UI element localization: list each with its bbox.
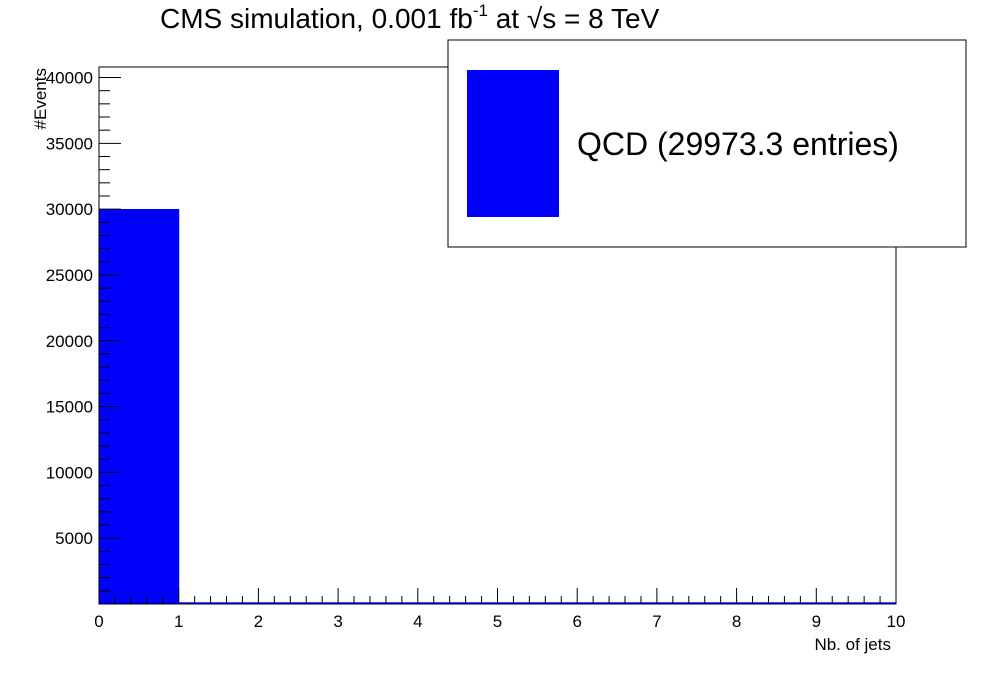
x-tick-label: 1	[174, 612, 183, 631]
x-tick-label: 5	[493, 612, 502, 631]
y-tick-label: 25000	[46, 266, 93, 285]
legend-entry-qcd: QCD (29973.3 entries)	[577, 126, 899, 162]
y-tick-label: 20000	[46, 332, 93, 351]
title-sqrt-symbol: √	[527, 3, 543, 34]
x-axis-label: Nb. of jets	[814, 635, 891, 654]
title-sqrt-arg: s	[542, 3, 556, 34]
y-tick-label: 40000	[46, 69, 93, 88]
x-tick-label: 4	[413, 612, 422, 631]
x-tick-label: 9	[812, 612, 821, 631]
legend: QCD (29973.3 entries)	[447, 39, 967, 248]
chart-title: CMS simulation, 0.001 fb-1 at √s = 8 TeV	[160, 1, 660, 34]
x-tick-label: 6	[572, 612, 581, 631]
y-tick-label: 5000	[55, 529, 93, 548]
title-middle: at	[488, 3, 527, 34]
x-tick-label: 10	[887, 612, 906, 631]
title-superscript: -1	[473, 1, 488, 20]
x-tick-label: 3	[333, 612, 342, 631]
x-tick-label: 2	[254, 612, 263, 631]
x-tick-label: 7	[652, 612, 661, 631]
y-axis-label: #Events	[31, 68, 50, 129]
bars-layer	[98, 208, 896, 605]
title-suffix: = 8 TeV	[556, 3, 659, 34]
y-axis: 5000 10000 15000 20000 25000 30000 35000 40000	[46, 69, 121, 592]
title-prefix: CMS simulation, 0.001 fb	[160, 3, 473, 34]
x-tick-label: 0	[94, 612, 103, 631]
x-tick-label: 8	[732, 612, 741, 631]
y-tick-label: 10000	[46, 463, 93, 482]
y-tick-label: 15000	[46, 398, 93, 417]
legend-swatch-qcd	[467, 70, 559, 217]
x-axis: 0 1 2 3 4 5 6 7 8 9 10	[94, 588, 905, 631]
y-tick-label: 35000	[46, 134, 93, 153]
y-tick-label: 30000	[46, 200, 93, 219]
